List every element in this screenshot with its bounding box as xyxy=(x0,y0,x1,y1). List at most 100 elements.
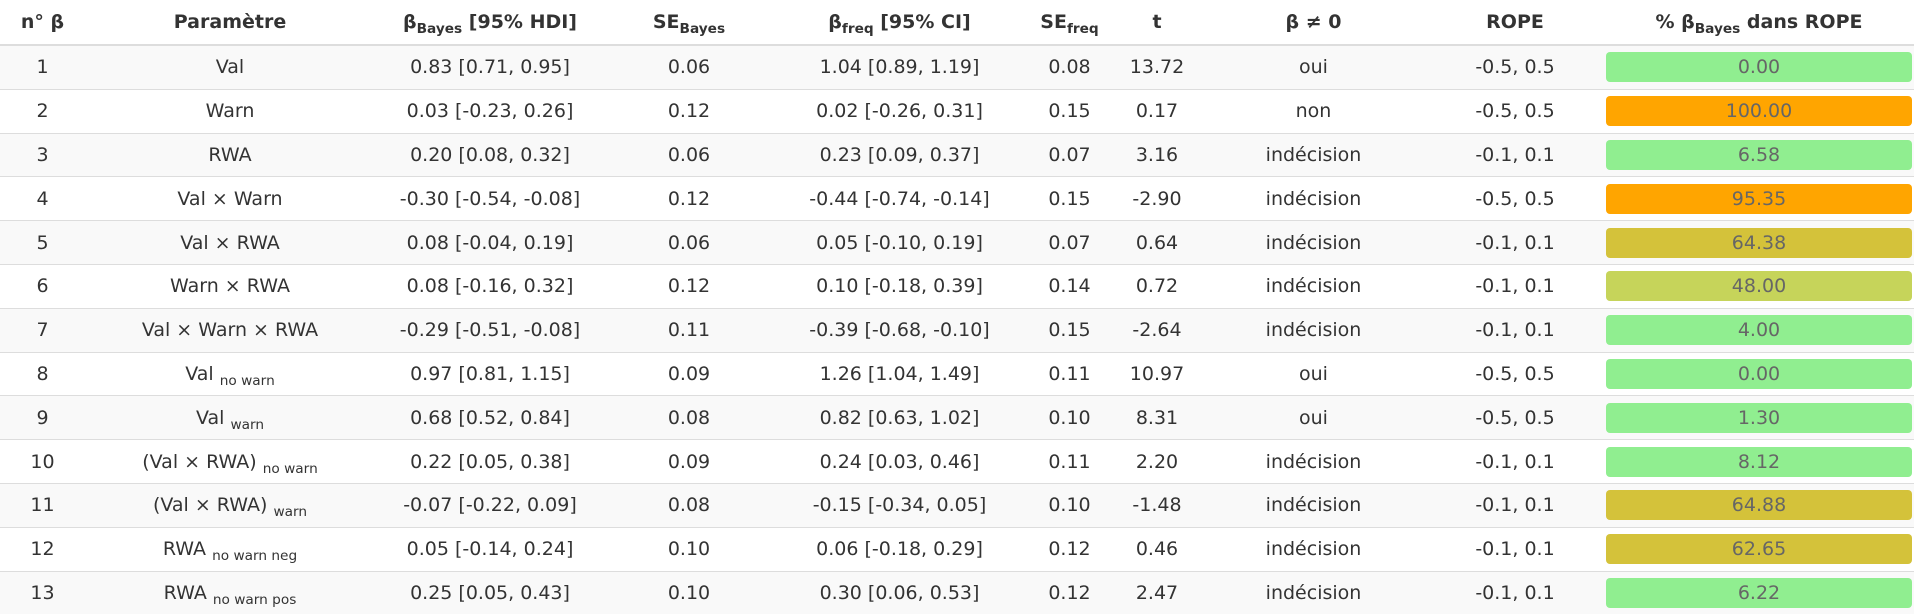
header-pct-in-rope: % βBayes dans ROPE xyxy=(1604,0,1914,46)
cell-n: 12 xyxy=(0,526,85,572)
pct-in-rope-badge: 95.35 xyxy=(1606,183,1912,214)
cell-parametre: (Val × RWA) warn xyxy=(85,482,375,528)
cell-t: 3.16 xyxy=(1113,132,1201,177)
cell-se-freq: 0.15 xyxy=(1026,176,1113,221)
cell-pct-in-rope: 64.88 xyxy=(1604,482,1914,528)
cell-beta-ne-0: oui xyxy=(1201,44,1426,90)
cell-beta-freq: 0.82 [0.63, 1.02] xyxy=(773,395,1026,440)
cell-pct-in-rope: 0.00 xyxy=(1604,44,1914,90)
cell-t: -2.64 xyxy=(1113,307,1201,353)
cell-rope: -0.1, 0.1 xyxy=(1426,307,1604,353)
cell-se-bayes: 0.08 xyxy=(605,482,773,528)
cell-t: -1.48 xyxy=(1113,482,1201,528)
cell-rope: -0.1, 0.1 xyxy=(1426,482,1604,528)
cell-beta-ne-0: indécision xyxy=(1201,307,1426,353)
cell-t: 0.17 xyxy=(1113,88,1201,134)
cell-beta-freq: 0.23 [0.09, 0.37] xyxy=(773,132,1026,177)
cell-se-bayes: 0.10 xyxy=(605,570,773,614)
table-row: 4 Val × Warn -0.30 [-0.54, -0.08] 0.12 -… xyxy=(0,176,1914,221)
table-row: 5 Val × RWA 0.08 [-0.04, 0.19] 0.06 0.05… xyxy=(0,220,1914,265)
cell-se-freq: 0.11 xyxy=(1026,439,1113,484)
cell-pct-in-rope: 6.22 xyxy=(1604,570,1914,614)
header-beta-freq: βfreq [95% CI] xyxy=(773,0,1026,46)
header-row: n° β Paramètre βBayes [95% HDI] SEBayes … xyxy=(0,0,1914,46)
cell-se-freq: 0.15 xyxy=(1026,88,1113,134)
header-se-freq: SEfreq xyxy=(1026,0,1113,46)
cell-rope: -0.5, 0.5 xyxy=(1426,88,1604,134)
cell-rope: -0.1, 0.1 xyxy=(1426,570,1604,614)
pct-in-rope-badge: 8.12 xyxy=(1606,446,1912,477)
table-row: 9 Val warn 0.68 [0.52, 0.84] 0.08 0.82 [… xyxy=(0,395,1914,440)
cell-se-freq: 0.07 xyxy=(1026,220,1113,265)
cell-parametre: RWA no warn neg xyxy=(85,526,375,572)
cell-pct-in-rope: 6.58 xyxy=(1604,132,1914,177)
cell-beta-bayes: 0.03 [-0.23, 0.26] xyxy=(375,88,605,134)
cell-pct-in-rope: 4.00 xyxy=(1604,307,1914,353)
cell-pct-in-rope: 8.12 xyxy=(1604,439,1914,484)
cell-parametre: RWA xyxy=(85,132,375,177)
cell-se-freq: 0.10 xyxy=(1026,482,1113,528)
cell-beta-bayes: 0.20 [0.08, 0.32] xyxy=(375,132,605,177)
cell-n: 3 xyxy=(0,132,85,177)
cell-rope: -0.1, 0.1 xyxy=(1426,526,1604,572)
cell-parametre: Val × RWA xyxy=(85,220,375,265)
cell-se-bayes: 0.08 xyxy=(605,395,773,440)
cell-se-freq: 0.12 xyxy=(1026,526,1113,572)
cell-se-bayes: 0.12 xyxy=(605,263,773,309)
cell-parametre: RWA no warn pos xyxy=(85,570,375,614)
table-row: 2 Warn 0.03 [-0.23, 0.26] 0.12 0.02 [-0.… xyxy=(0,88,1914,134)
cell-n: 6 xyxy=(0,263,85,309)
cell-beta-ne-0: indécision xyxy=(1201,439,1426,484)
table-row: 11 (Val × RWA) warn -0.07 [-0.22, 0.09] … xyxy=(0,482,1914,528)
cell-parametre: Warn xyxy=(85,88,375,134)
cell-beta-ne-0: indécision xyxy=(1201,570,1426,614)
cell-beta-freq: 0.06 [-0.18, 0.29] xyxy=(773,526,1026,572)
cell-beta-bayes: 0.83 [0.71, 0.95] xyxy=(375,44,605,90)
cell-parametre: Warn × RWA xyxy=(85,263,375,309)
cell-parametre: Val × Warn xyxy=(85,176,375,221)
cell-n: 7 xyxy=(0,307,85,353)
cell-n: 13 xyxy=(0,570,85,614)
cell-beta-freq: -0.15 [-0.34, 0.05] xyxy=(773,482,1026,528)
table-row: 8 Val no warn 0.97 [0.81, 1.15] 0.09 1.2… xyxy=(0,351,1914,396)
cell-beta-ne-0: oui xyxy=(1201,351,1426,396)
cell-pct-in-rope: 48.00 xyxy=(1604,263,1914,309)
cell-beta-bayes: 0.22 [0.05, 0.38] xyxy=(375,439,605,484)
cell-se-freq: 0.08 xyxy=(1026,44,1113,90)
cell-beta-ne-0: indécision xyxy=(1201,220,1426,265)
cell-t: 13.72 xyxy=(1113,44,1201,90)
cell-beta-freq: -0.39 [-0.68, -0.10] xyxy=(773,307,1026,353)
cell-n: 2 xyxy=(0,88,85,134)
cell-se-bayes: 0.06 xyxy=(605,132,773,177)
pct-in-rope-badge: 62.65 xyxy=(1606,534,1912,565)
cell-beta-bayes: 0.68 [0.52, 0.84] xyxy=(375,395,605,440)
cell-se-bayes: 0.06 xyxy=(605,220,773,265)
cell-beta-bayes: 0.25 [0.05, 0.43] xyxy=(375,570,605,614)
pct-in-rope-badge: 0.00 xyxy=(1606,358,1912,389)
cell-t: 0.72 xyxy=(1113,263,1201,309)
header-beta-bayes: βBayes [95% HDI] xyxy=(375,0,605,46)
cell-beta-ne-0: indécision xyxy=(1201,263,1426,309)
cell-beta-bayes: 0.97 [0.81, 1.15] xyxy=(375,351,605,396)
cell-beta-freq: 0.02 [-0.26, 0.31] xyxy=(773,88,1026,134)
cell-se-bayes: 0.12 xyxy=(605,176,773,221)
cell-beta-ne-0: indécision xyxy=(1201,526,1426,572)
header-rope: ROPE xyxy=(1426,0,1604,46)
cell-pct-in-rope: 1.30 xyxy=(1604,395,1914,440)
cell-se-freq: 0.15 xyxy=(1026,307,1113,353)
cell-rope: -0.1, 0.1 xyxy=(1426,132,1604,177)
header-se-bayes: SEBayes xyxy=(605,0,773,46)
cell-se-freq: 0.11 xyxy=(1026,351,1113,396)
cell-beta-freq: 0.10 [-0.18, 0.39] xyxy=(773,263,1026,309)
cell-parametre: Val × Warn × RWA xyxy=(85,307,375,353)
cell-t: 0.64 xyxy=(1113,220,1201,265)
pct-in-rope-badge: 64.88 xyxy=(1606,490,1912,521)
cell-se-bayes: 0.09 xyxy=(605,439,773,484)
cell-n: 10 xyxy=(0,439,85,484)
pct-in-rope-badge: 6.58 xyxy=(1606,139,1912,170)
cell-beta-bayes: -0.29 [-0.51, -0.08] xyxy=(375,307,605,353)
cell-parametre: (Val × RWA) no warn xyxy=(85,439,375,484)
table-row: 13 RWA no warn pos 0.25 [0.05, 0.43] 0.1… xyxy=(0,570,1914,614)
cell-parametre: Val warn xyxy=(85,395,375,440)
